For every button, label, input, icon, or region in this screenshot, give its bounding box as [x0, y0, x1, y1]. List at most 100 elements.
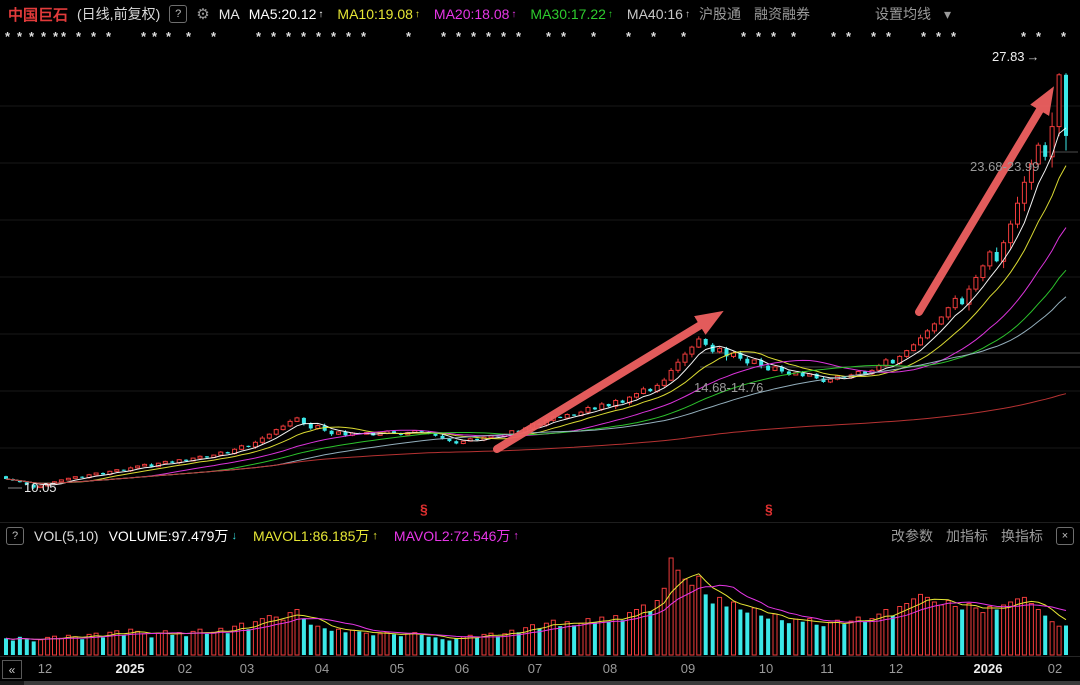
event-marker[interactable]: * — [791, 29, 797, 44]
event-marker[interactable]: * — [951, 29, 957, 44]
gap-label-2: 23.68-23.99 — [970, 159, 1040, 174]
event-marker[interactable]: * — [756, 29, 762, 44]
event-marker[interactable]: * — [516, 29, 522, 44]
x-axis: « 12 2025 02 03 04 05 06 07 08 09 10 11 12 2026 02 — [0, 656, 1080, 681]
event-marker[interactable]: * — [106, 29, 112, 44]
top-toolbar: 中国巨石 (日线,前复权) ? ⚙ MA MA5:20.12 ↑ MA10:19.0… — [0, 0, 1080, 28]
event-marker[interactable]: * — [211, 29, 217, 44]
x-axis-label: 12 — [37, 661, 53, 676]
event-marker[interactable]: * — [53, 29, 59, 44]
x-axis-label: 2026 — [973, 661, 1003, 676]
dividend-icon[interactable]: § — [765, 501, 773, 517]
event-marker[interactable]: * — [546, 29, 552, 44]
event-marker[interactable]: * — [591, 29, 597, 44]
bottom-scrollbar[interactable] — [0, 681, 1080, 685]
event-marker[interactable]: * — [831, 29, 837, 44]
event-marker[interactable]: * — [17, 29, 23, 44]
ma-legend-item: MA40:16 ↑ — [626, 6, 690, 22]
event-marker[interactable]: * — [1061, 29, 1067, 44]
event-marker[interactable]: * — [406, 29, 412, 44]
volume-legend-item: VOLUME:97.479万 ↓ — [108, 527, 237, 544]
event-marker[interactable]: * — [441, 29, 447, 44]
toolbar-link-1[interactable]: 沪股通 — [698, 6, 741, 22]
ma-legend: MA5:20.12 ↑ MA10:19.08 ↑ MA20:18.08 ↑ MA30:17.… — [249, 6, 690, 22]
x-axis-label: 02 — [177, 661, 193, 676]
volume-link-3[interactable]: 换指标 — [1001, 527, 1043, 544]
latest-price-label: 27.83 → — [992, 49, 1040, 64]
x-axis-label: 10 — [758, 661, 774, 676]
event-marker[interactable]: * — [41, 29, 47, 44]
event-marker[interactable]: * — [271, 29, 277, 44]
volume-legend-item: MAVOL2:72.546万 ↑ — [393, 527, 519, 544]
ma-legend-item: MA5:20.12 ↑ — [248, 6, 324, 22]
volume-chart[interactable] — [0, 548, 1080, 658]
event-marker[interactable]: * — [1036, 29, 1042, 44]
event-marker[interactable]: * — [561, 29, 567, 44]
volume-toolbar: ? VOL(5,10) VOLUME:97.479万 ↓ MAVOL1:86.185… — [0, 522, 1080, 548]
volume-legend-item: MAVOL1:86.185万 ↑ — [252, 527, 378, 544]
help-icon[interactable]: ? — [169, 5, 188, 23]
event-marker[interactable]: * — [501, 29, 507, 44]
event-marker[interactable]: * — [626, 29, 632, 44]
event-marker-row: * * * * * * * * * * * * * * * * * * * * * * * * * * * * * * * * * * * * * * * *… — [0, 29, 1080, 44]
gear-icon[interactable]: ⚙ — [196, 6, 210, 23]
volume-legend: VOLUME:97.479万 ↓ MAVOL1:86.185万 ↑ MAVOL2:72.… — [109, 526, 519, 546]
event-marker[interactable]: * — [871, 29, 877, 44]
event-marker[interactable]: * — [771, 29, 777, 44]
toolbar-links: 沪股通 融资融券 设置均线 — [699, 4, 931, 24]
event-marker[interactable]: * — [286, 29, 292, 44]
toolbar-link-3[interactable]: 设置均线 — [874, 6, 931, 22]
volume-link-1[interactable]: 改参数 — [891, 527, 933, 544]
ma-legend-item: MA30:17.22 ↑ — [530, 6, 613, 22]
x-axis-label: 11 — [820, 661, 834, 676]
dividend-marker-row: § § — [0, 501, 1080, 519]
event-marker[interactable]: * — [741, 29, 747, 44]
volume-toolbar-links: 改参数 加指标 换指标 × — [891, 526, 1074, 546]
event-marker[interactable]: * — [166, 29, 172, 44]
event-marker[interactable]: * — [331, 29, 337, 44]
stock-name: 中国巨石 — [8, 6, 69, 24]
event-marker[interactable]: * — [61, 29, 67, 44]
x-axis-label: 09 — [680, 661, 696, 676]
event-marker[interactable]: * — [91, 29, 97, 44]
help-icon-volume[interactable]: ? — [6, 526, 24, 545]
event-marker[interactable]: * — [681, 29, 687, 44]
event-marker[interactable]: * — [29, 29, 35, 44]
scrollbar-handle[interactable] — [24, 681, 1080, 685]
event-marker[interactable]: * — [256, 29, 262, 44]
event-marker[interactable]: * — [846, 29, 852, 44]
event-marker[interactable]: * — [141, 29, 147, 44]
volume-indicator-label: VOL(5,10) — [34, 527, 99, 544]
event-marker[interactable]: * — [486, 29, 492, 44]
event-marker[interactable]: * — [5, 29, 11, 44]
event-marker[interactable]: * — [152, 29, 158, 44]
volume-link-2[interactable]: 加指标 — [946, 527, 988, 544]
ma-legend-item: MA20:18.08 ↑ — [433, 6, 517, 22]
event-marker[interactable]: * — [936, 29, 942, 44]
toolbar-link-2[interactable]: 融资融券 — [753, 6, 810, 22]
x-axis-label: 06 — [454, 661, 470, 676]
x-axis-label: 03 — [239, 661, 255, 676]
low-price-label: 10.05 — [24, 480, 57, 495]
main-chart[interactable] — [0, 0, 1080, 530]
chevron-down-icon[interactable]: ▾ — [943, 5, 951, 22]
event-marker[interactable]: * — [921, 29, 927, 44]
gap-label-1: 14.68-14.76 — [694, 380, 764, 395]
event-marker[interactable]: * — [346, 29, 352, 44]
event-marker[interactable]: * — [186, 29, 192, 44]
scroll-left-button[interactable]: « — [2, 660, 22, 679]
close-icon[interactable]: × — [1056, 526, 1074, 545]
x-axis-label: 02 — [1047, 661, 1063, 676]
event-marker[interactable]: * — [886, 29, 892, 44]
x-axis-label: 12 — [888, 661, 904, 676]
event-marker[interactable]: * — [361, 29, 367, 44]
event-marker[interactable]: * — [76, 29, 82, 44]
dividend-icon[interactable]: § — [420, 501, 428, 517]
event-marker[interactable]: * — [1021, 29, 1027, 44]
event-marker[interactable]: * — [301, 29, 307, 44]
event-marker[interactable]: * — [471, 29, 477, 44]
event-marker[interactable]: * — [651, 29, 657, 44]
event-marker[interactable]: * — [316, 29, 322, 44]
event-marker[interactable]: * — [456, 29, 462, 44]
